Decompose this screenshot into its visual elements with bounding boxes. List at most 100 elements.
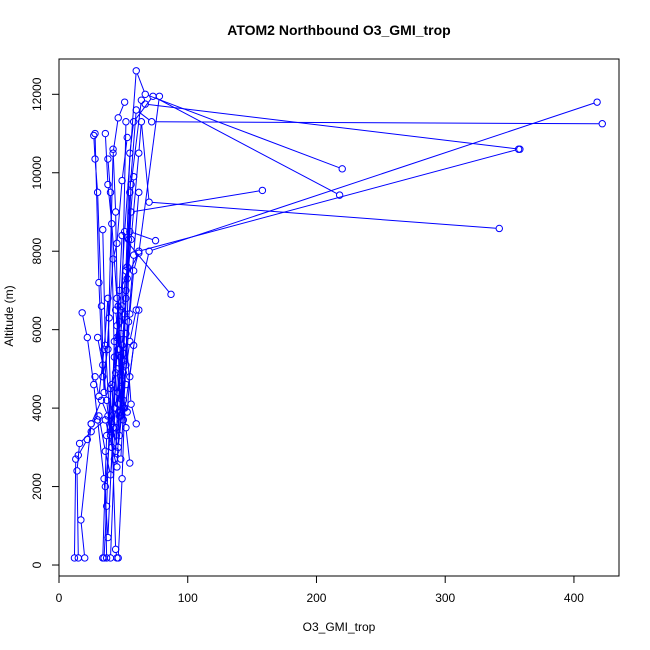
data-point	[115, 345, 124, 353]
data-point	[74, 554, 83, 562]
data-point	[167, 290, 175, 299]
data-point	[113, 239, 121, 248]
series-line-segment	[79, 442, 87, 453]
data-point	[127, 400, 135, 408]
chart-title: ATOM2 Northbound O3_GMI_trop	[227, 22, 450, 38]
series-line-segment	[94, 136, 100, 280]
data-point	[93, 333, 102, 342]
series-2	[73, 106, 606, 562]
data-point	[81, 554, 89, 562]
series-line-segment	[117, 348, 123, 402]
series-line-segment	[136, 73, 145, 92]
data-point	[126, 373, 134, 381]
series-line-segment	[128, 179, 134, 237]
series-line-segment	[123, 237, 170, 293]
data-point	[111, 208, 120, 216]
series-line-segment	[80, 523, 85, 555]
series-line-segment	[111, 344, 115, 413]
data-point	[135, 188, 143, 197]
data-point	[118, 475, 126, 483]
data-point	[102, 554, 111, 562]
data-point	[77, 516, 85, 524]
data-point	[124, 318, 133, 326]
series-line-segment	[154, 121, 600, 125]
data-point	[104, 180, 112, 189]
series-line-segment	[129, 124, 134, 151]
y-tick-label: 12000	[30, 77, 44, 111]
series-line-segment	[117, 481, 123, 555]
data-point	[91, 373, 99, 381]
data-point	[111, 306, 120, 314]
series-line-segment	[103, 481, 109, 535]
data-point	[93, 188, 102, 197]
series-line-segment	[113, 120, 119, 151]
data-point	[122, 380, 130, 389]
data-point	[126, 227, 134, 236]
data-point	[114, 114, 122, 122]
series-line-segment	[98, 352, 105, 394]
data-point	[593, 98, 601, 106]
series-line-segment	[115, 313, 120, 347]
data-point	[132, 306, 140, 314]
data-point	[120, 227, 129, 236]
data-point	[72, 455, 80, 463]
series-line-segment	[117, 352, 122, 413]
data-point	[78, 309, 86, 317]
data-point	[141, 90, 149, 99]
data-point	[141, 100, 149, 108]
data-point	[100, 345, 108, 353]
data-point	[90, 131, 98, 140]
series-line-segment	[133, 195, 140, 252]
series-line-segment	[120, 255, 138, 288]
data-point	[335, 191, 344, 199]
data-point	[132, 67, 140, 75]
data-point	[120, 98, 129, 106]
data-point	[95, 392, 103, 401]
data-point	[258, 186, 267, 195]
x-tick-label: 400	[564, 591, 584, 605]
series-4	[100, 96, 524, 562]
data-point	[516, 145, 524, 153]
series-line-segment	[93, 138, 96, 156]
series-line-segment	[151, 102, 595, 251]
data-point	[135, 249, 143, 257]
data-point	[91, 129, 99, 138]
data-point	[145, 198, 153, 206]
data-point	[118, 302, 126, 310]
series-line-segment	[136, 254, 149, 308]
data-point	[126, 459, 134, 467]
series-line-segment	[102, 403, 108, 414]
series-line-segment	[138, 99, 160, 251]
series-line-segment	[152, 201, 497, 229]
data-point	[104, 294, 112, 302]
data-point	[147, 118, 156, 126]
series-line-segment	[93, 417, 98, 422]
data-point	[108, 443, 116, 452]
series-line-segment	[121, 411, 126, 476]
data-point	[122, 118, 130, 126]
data-point	[495, 224, 503, 233]
data-point	[104, 155, 112, 163]
data-point	[119, 404, 128, 412]
series-line-segment	[105, 136, 109, 182]
series-line-segment	[107, 162, 111, 190]
series-line-segment	[110, 462, 115, 555]
series-line-segment	[115, 360, 121, 405]
x-tick-label: 300	[435, 591, 455, 605]
data-point	[75, 439, 84, 448]
series-line-segment	[120, 360, 126, 382]
series-line-segment	[121, 124, 127, 303]
series-line-segment	[105, 348, 111, 429]
data-point	[99, 554, 107, 562]
data-point	[101, 129, 110, 138]
data-point	[95, 412, 103, 420]
data-point	[102, 396, 111, 404]
series-line-segment	[107, 430, 114, 535]
series-line-segment	[138, 124, 142, 150]
data-point	[87, 420, 95, 428]
series-line-segment	[111, 226, 118, 296]
series-line-segment	[103, 301, 109, 347]
series-line-segment	[129, 313, 137, 339]
